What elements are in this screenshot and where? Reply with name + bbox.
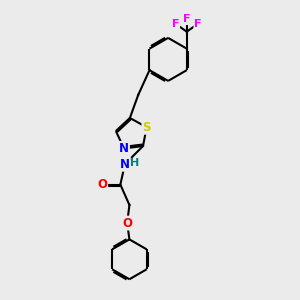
Text: F: F — [183, 14, 190, 24]
Text: F: F — [194, 19, 202, 29]
Text: S: S — [142, 121, 151, 134]
Text: O: O — [122, 217, 132, 230]
Text: H: H — [130, 158, 139, 168]
Text: N: N — [120, 158, 130, 171]
Text: O: O — [97, 178, 107, 191]
Text: N: N — [119, 142, 129, 155]
Text: F: F — [172, 19, 179, 29]
